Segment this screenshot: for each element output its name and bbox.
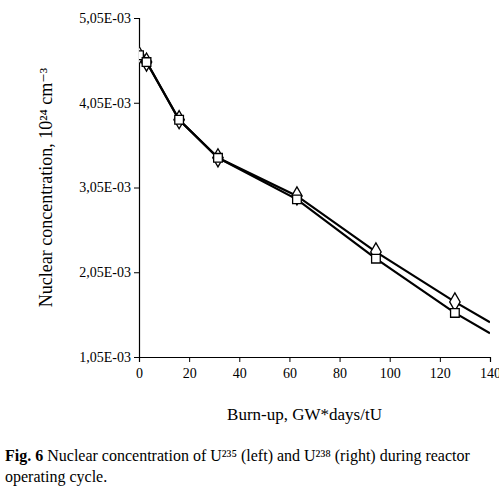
x-tick-mark [340, 357, 341, 362]
x-tick: 80 [333, 357, 347, 381]
x-tick-mark [189, 357, 190, 362]
x-tick-label: 80 [333, 366, 347, 381]
x-tick-label: 120 [430, 366, 451, 381]
x-tick: 100 [380, 357, 401, 381]
y-axis-title: Nuclear concentration, 10²⁴ cm⁻³ [36, 67, 56, 307]
x-tick-label: 100 [380, 366, 401, 381]
x-tick-label: 40 [233, 366, 247, 381]
x-tick-label: 20 [183, 366, 197, 381]
chart: 0 20 40 60 80 100 120 140 1,05E-03 2,05E-03 3,05E-… [0, 0, 499, 489]
series-marker [293, 195, 302, 204]
x-tick-mark [490, 357, 491, 362]
y-tick: 3,05E-03 [79, 180, 139, 195]
caption-text: Nuclear concentration of U²³⁵ (left) and… [43, 447, 470, 465]
series-marker [292, 187, 302, 205]
y-tick-label: 3,05E-03 [79, 180, 131, 195]
y-tick: 2,05E-03 [79, 265, 139, 280]
y-tick: 5,05E-03 [79, 11, 139, 26]
caption-title: Fig. 6 [5, 447, 43, 465]
series-marker [213, 149, 223, 167]
x-tick-mark [289, 357, 290, 362]
y-tick-mark [134, 357, 139, 358]
series-line [139, 55, 490, 322]
caption-text: operating cycle. [5, 468, 107, 486]
y-tick: 1,05E-03 [79, 350, 139, 365]
x-tick: 120 [430, 357, 451, 381]
y-tick-label: 4,05E-03 [79, 96, 131, 111]
series-marker [372, 254, 381, 263]
x-tick-mark [440, 357, 441, 362]
series-group [139, 46, 490, 333]
y-tick-label: 1,05E-03 [79, 350, 131, 365]
y-tick-mark [134, 188, 139, 189]
x-tick-mark [390, 357, 391, 362]
x-axis: 0 20 40 60 80 100 120 140 [136, 357, 499, 381]
y-tick-mark [134, 272, 139, 273]
x-tick-mark [239, 357, 240, 362]
series-marker [175, 115, 184, 124]
caption: Fig. 6 Nuclear concentration of U²³⁵ (le… [5, 447, 471, 465]
y-tick-mark [134, 18, 139, 19]
x-tick: 20 [183, 357, 197, 381]
x-tick: 40 [233, 357, 247, 381]
y-tick-label: 5,05E-03 [79, 11, 131, 26]
y-axis: 1,05E-03 2,05E-03 3,05E-03 4,05E-03 5,05E-03 [79, 11, 139, 365]
series-marker [174, 111, 184, 129]
series-marker [451, 309, 460, 318]
plot-area: 0 20 40 60 80 100 120 140 1,05E-03 2,05E-03 3,05E-… [79, 11, 499, 381]
x-axis-title: Burn-up, GW*days/tU [227, 405, 382, 424]
series-marker [214, 154, 223, 163]
x-tick: 0 [136, 357, 143, 381]
series-line [139, 55, 490, 333]
y-tick-label: 2,05E-03 [79, 265, 131, 280]
y-tick-mark [134, 103, 139, 104]
x-tick: 60 [283, 357, 297, 381]
series-marker [142, 58, 151, 67]
x-tick-label: 60 [283, 366, 297, 381]
y-axis-line [134, 19, 140, 358]
x-tick-label: 140 [480, 366, 499, 381]
x-tick: 140 [480, 357, 499, 381]
x-axis-line [140, 358, 491, 363]
y-tick: 4,05E-03 [79, 96, 139, 111]
x-tick-label: 0 [136, 366, 143, 381]
